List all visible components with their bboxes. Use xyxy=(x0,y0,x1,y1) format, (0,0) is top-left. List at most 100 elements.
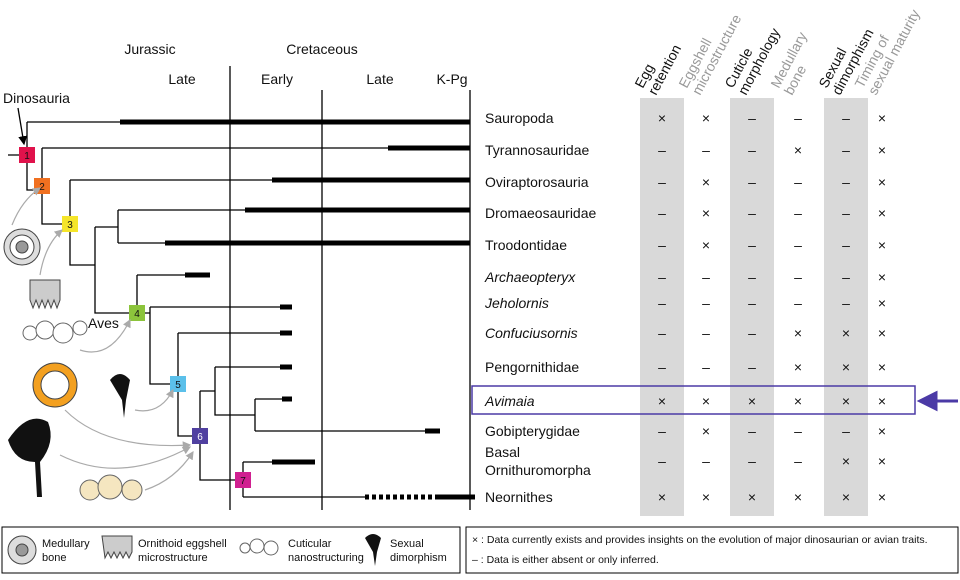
cell: × xyxy=(842,393,850,409)
cell: × xyxy=(878,393,886,409)
period: Jurassic xyxy=(124,41,175,57)
column-shade xyxy=(824,98,868,516)
cell: – xyxy=(748,205,756,221)
note: – : Data is either absent or only inferr… xyxy=(472,554,659,566)
node-label: 2 xyxy=(39,182,45,193)
cell: × xyxy=(794,359,802,375)
node-box xyxy=(170,376,186,392)
cell: – xyxy=(748,295,756,311)
legend-box xyxy=(1,526,461,574)
clade-label: Dinosauria xyxy=(3,90,70,106)
cell: – xyxy=(748,110,756,126)
legend-label: microstructure xyxy=(138,552,208,564)
cell: × xyxy=(842,325,850,341)
time-lines xyxy=(229,66,471,510)
cell: – xyxy=(658,142,666,158)
taxon-name: Archaeopteryx xyxy=(484,269,576,285)
cell: – xyxy=(658,295,666,311)
cell: – xyxy=(794,110,802,126)
cell: × xyxy=(878,269,886,285)
epoch: Late xyxy=(366,71,393,87)
cell: – xyxy=(658,237,666,253)
cell: – xyxy=(702,142,710,158)
legend-label: nanostructuring xyxy=(288,552,364,564)
cell: – xyxy=(842,174,850,190)
column-header: Eggretention xyxy=(631,35,684,98)
cell: × xyxy=(658,489,666,505)
taxon-name: Basal xyxy=(485,444,520,460)
cell: – xyxy=(658,423,666,439)
taxon-name: Neornithes xyxy=(485,489,553,505)
node-label: 1 xyxy=(24,151,30,162)
node-label: 5 xyxy=(175,380,181,391)
note: × : Data currently exists and provides i… xyxy=(472,534,928,546)
cell: × xyxy=(794,489,802,505)
cell: × xyxy=(878,359,886,375)
highlight-arrow xyxy=(916,390,958,412)
taxon-name: Oviraptorosauria xyxy=(485,174,589,190)
cell: – xyxy=(702,269,710,285)
tree xyxy=(8,107,475,500)
cell: – xyxy=(658,359,666,375)
cell: × xyxy=(702,205,710,221)
taxon-name: Ornithuromorpha xyxy=(485,462,591,478)
node-label: 7 xyxy=(240,476,246,487)
cell: × xyxy=(878,237,886,253)
shading xyxy=(640,98,868,516)
cell: × xyxy=(842,359,850,375)
node-label: 3 xyxy=(67,220,73,231)
cell: – xyxy=(702,453,710,469)
node-box xyxy=(129,305,145,321)
legend: Medullary bone Ornithoid eggshell microstru… xyxy=(42,538,447,564)
cell: × xyxy=(878,205,886,221)
legend-icons xyxy=(7,534,381,566)
notes-box xyxy=(465,526,959,574)
cell: × xyxy=(878,174,886,190)
column-shade xyxy=(730,98,774,516)
cell: × xyxy=(702,393,710,409)
period: Cretaceous xyxy=(286,41,358,57)
cell: – xyxy=(702,325,710,341)
cell: × xyxy=(748,393,756,409)
cell: – xyxy=(748,359,756,375)
highlight-box xyxy=(471,385,916,415)
cell: – xyxy=(842,269,850,285)
cell: × xyxy=(702,174,710,190)
cell: – xyxy=(658,453,666,469)
cell: × xyxy=(878,295,886,311)
cell: – xyxy=(748,269,756,285)
taxon-name: Troodontidae xyxy=(485,237,567,253)
cell: – xyxy=(842,237,850,253)
cell: – xyxy=(658,205,666,221)
matrix: Sauropoda × × – – – × Tyrannosauridae – – – × – × Ovir… xyxy=(484,110,886,505)
cell: – xyxy=(748,237,756,253)
nodes: 1 2 3 4 5 6 7 xyxy=(19,147,251,488)
clade-label: Aves xyxy=(88,315,119,331)
legend-label: Sexual xyxy=(390,538,424,550)
node-label: 6 xyxy=(197,432,203,443)
cell: × xyxy=(878,325,886,341)
cell: – xyxy=(794,453,802,469)
cell: – xyxy=(842,142,850,158)
taxon-name: Pengornithidae xyxy=(485,359,579,375)
cell: × xyxy=(702,489,710,505)
cell: – xyxy=(658,325,666,341)
legend-label: Medullary xyxy=(42,538,90,550)
cell: × xyxy=(878,489,886,505)
epoch: K-Pg xyxy=(436,71,467,87)
column-shade xyxy=(640,98,684,516)
cell: – xyxy=(794,237,802,253)
taxon-name: Avimaia xyxy=(484,393,535,409)
cell: – xyxy=(794,174,802,190)
legend-label: Cuticular xyxy=(288,538,332,550)
taxon-name: Tyrannosauridae xyxy=(485,142,590,158)
node-box xyxy=(235,472,251,488)
cell: × xyxy=(842,489,850,505)
cell: × xyxy=(702,423,710,439)
taxon-name: Sauropoda xyxy=(485,110,554,126)
node-box xyxy=(62,216,78,232)
cell: – xyxy=(658,269,666,285)
cell: × xyxy=(702,237,710,253)
cell: – xyxy=(748,453,756,469)
cell: – xyxy=(702,295,710,311)
